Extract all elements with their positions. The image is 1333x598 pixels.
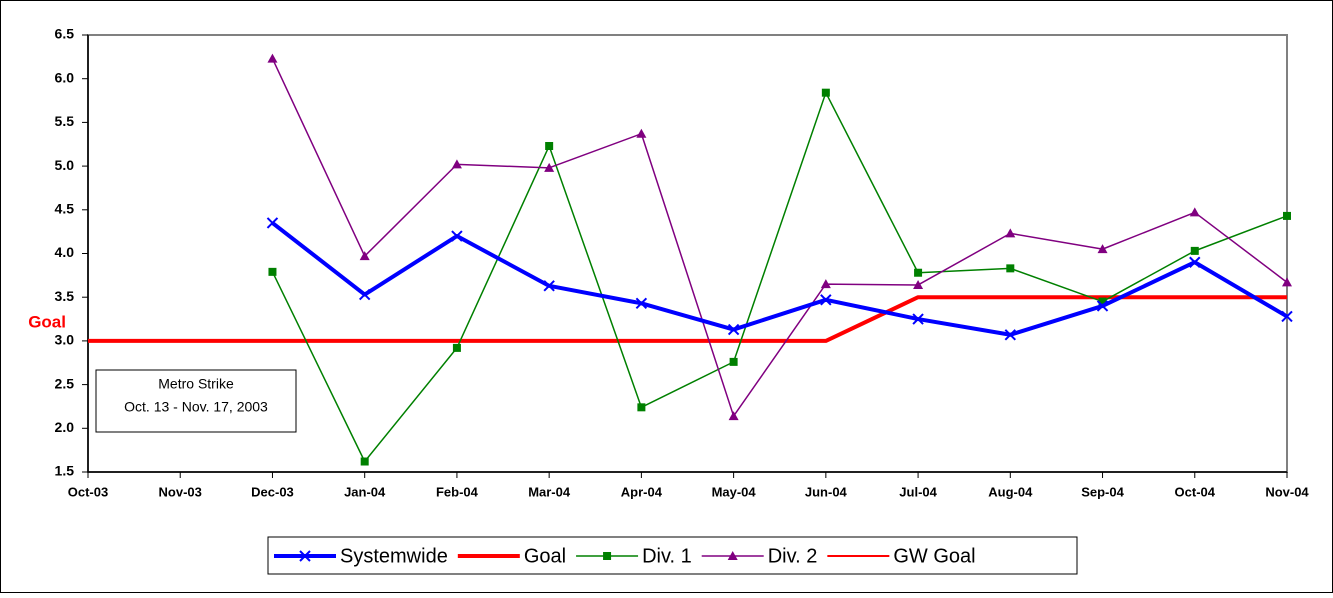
data-point <box>1097 244 1108 254</box>
data-point <box>1190 246 1199 255</box>
x-tick-label: Jun-04 <box>805 484 848 499</box>
x-tick-label: Nov-04 <box>1265 484 1309 499</box>
y-tick-label: 6.0 <box>55 69 75 85</box>
y-tick-label: 5.5 <box>55 113 75 129</box>
x-tick-label: Mar-04 <box>528 484 571 499</box>
data-point <box>1096 300 1109 312</box>
x-tick-label: Jul-04 <box>899 484 937 499</box>
data-point <box>1098 297 1107 306</box>
data-point <box>913 279 924 289</box>
data-point <box>1006 264 1015 273</box>
data-point <box>266 217 279 229</box>
data-point <box>543 280 555 292</box>
data-point <box>1189 256 1201 268</box>
data-point <box>360 457 369 466</box>
annotation-text: Oct. 13 - Nov. 17, 2003 <box>124 399 268 415</box>
y-tick-label: 3.5 <box>55 288 75 304</box>
data-point <box>912 313 924 325</box>
x-tick-label: Nov-03 <box>159 484 202 499</box>
x-tick-label: Sep-04 <box>1081 484 1124 499</box>
y-tick-label: 1.5 <box>55 463 75 479</box>
series-line <box>271 58 1288 417</box>
data-point <box>820 279 831 289</box>
data-point <box>637 403 646 412</box>
data-point <box>728 411 739 421</box>
data-point <box>452 343 461 352</box>
y-tick-label: 3.0 <box>55 332 75 348</box>
series-line <box>271 221 1289 337</box>
data-point <box>1281 310 1293 323</box>
legend-label: GW Goal <box>893 545 975 567</box>
data-point <box>1283 211 1291 220</box>
legend-marker <box>299 550 311 562</box>
data-point <box>451 230 463 242</box>
data-point <box>1282 277 1292 287</box>
legend-box <box>267 536 1078 575</box>
legend-label: Goal <box>524 545 566 567</box>
legend-label: Div. 2 <box>768 545 818 567</box>
data-point <box>821 88 830 97</box>
data-point <box>545 141 554 150</box>
y-tick-label: 6.5 <box>55 26 75 42</box>
x-tick-label: Apr-04 <box>621 484 663 499</box>
data-point <box>358 288 371 301</box>
data-point <box>268 267 277 276</box>
data-point <box>451 159 462 169</box>
series-line <box>88 295 1287 343</box>
data-point <box>635 297 648 310</box>
data-point <box>1004 329 1017 341</box>
data-point <box>729 357 738 366</box>
x-tick-label: Oct-03 <box>68 484 108 499</box>
data-point <box>359 251 370 261</box>
data-point <box>914 268 923 277</box>
goal-label: Goal <box>28 312 66 331</box>
data-point <box>820 294 832 306</box>
annotation-text: Metro Strike <box>158 376 234 392</box>
data-point <box>267 53 278 63</box>
legend-label: Systemwide <box>340 545 448 567</box>
data-point <box>544 162 555 172</box>
data-point <box>1005 228 1016 238</box>
data-point <box>1189 207 1200 217</box>
legend-marker <box>727 551 738 560</box>
y-tick-label: 2.5 <box>55 375 75 391</box>
x-tick-label: Oct-04 <box>1175 484 1216 499</box>
y-tick-label: 2.0 <box>55 419 75 435</box>
y-tick-label: 4.5 <box>55 201 75 217</box>
x-tick-label: Feb-04 <box>436 484 479 499</box>
legend-label: Div. 1 <box>642 545 692 567</box>
y-tick-label: 4.0 <box>55 244 75 260</box>
y-tick-label: 5.0 <box>55 157 75 173</box>
legend-marker <box>603 552 612 560</box>
x-tick-label: Dec-03 <box>251 484 294 499</box>
annotation-box <box>95 369 297 433</box>
x-tick-label: Aug-04 <box>988 484 1033 499</box>
data-point <box>636 128 647 138</box>
series-line <box>271 91 1288 463</box>
x-tick-label: May-04 <box>712 484 757 499</box>
x-tick-label: Jan-04 <box>344 484 386 499</box>
data-point <box>727 323 740 336</box>
